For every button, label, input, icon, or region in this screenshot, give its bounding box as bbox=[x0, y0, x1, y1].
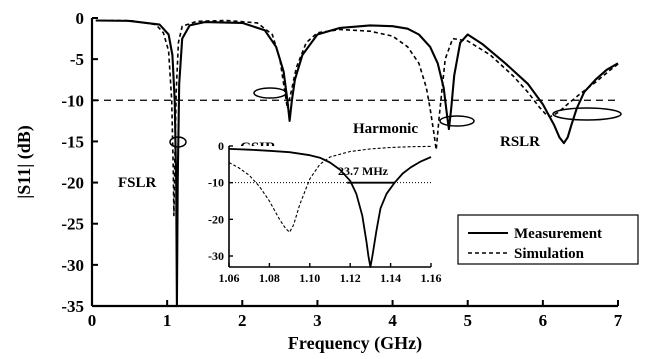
series-line-measurement bbox=[95, 19, 619, 308]
annotation-group: FSLR CSIR Harmonic RSLR bbox=[118, 87, 622, 191]
y-axis-title-group: |S11| (dB) bbox=[14, 125, 35, 198]
inset-bandwidth-label: 23.7 MHz bbox=[338, 164, 389, 178]
inset-x-tick-label: 1.14 bbox=[380, 271, 401, 285]
legend-box bbox=[457, 214, 639, 265]
main-plot-frame bbox=[90, 18, 618, 308]
x-tick-label: 6 bbox=[539, 311, 548, 330]
inset-y-tick-label: -20 bbox=[208, 212, 224, 226]
x-tick-label: 0 bbox=[88, 311, 97, 330]
x-tick-label: 3 bbox=[313, 311, 322, 330]
inset-x-tick-label: 1.16 bbox=[421, 271, 442, 285]
y-tick-label: -20 bbox=[61, 174, 84, 193]
series-line-simulation bbox=[95, 19, 619, 217]
main-ticks: 0 1 2 3 4 5 6 7 0 -5 -10 -15 -20 -25 -30 -35 bbox=[61, 9, 622, 330]
inset-x-tick-label: 1.06 bbox=[219, 271, 240, 285]
inset-x-tick-label: 1.10 bbox=[299, 271, 320, 285]
inset-ticks: 1.06 1.08 1.10 1.12 1.14 1.16 0 -10 -20 -30 bbox=[208, 139, 442, 285]
inset-y-tick-label: -10 bbox=[208, 176, 224, 190]
inset-y-tick-label: 0 bbox=[218, 139, 224, 153]
y-tick-label: -25 bbox=[61, 215, 84, 234]
y-tick-label: -5 bbox=[70, 50, 84, 69]
annotation-fslr: FSLR bbox=[118, 175, 157, 191]
x-tick-label: 7 bbox=[614, 311, 623, 330]
inset-x-tick-label: 1.12 bbox=[340, 271, 361, 285]
x-tick-label: 5 bbox=[463, 311, 472, 330]
x-tick-label: 4 bbox=[388, 311, 397, 330]
inset-series-group bbox=[228, 145, 432, 268]
inset-x-tick-label: 1.08 bbox=[259, 271, 280, 285]
y-tick-label: -15 bbox=[61, 132, 84, 151]
legend: Measurement Simulation bbox=[457, 214, 639, 265]
csir-marker-ellipse bbox=[253, 87, 287, 99]
annotation-harmonic: Harmonic bbox=[353, 121, 418, 137]
inset-series-line-measurement bbox=[228, 148, 432, 268]
x-tick-label: 1 bbox=[163, 311, 172, 330]
x-axis-title: Frequency (GHz) bbox=[288, 333, 422, 354]
inset-series-line-simulation bbox=[228, 145, 432, 233]
fslr-marker-ellipse bbox=[169, 136, 187, 148]
y-tick-label: -30 bbox=[61, 256, 84, 275]
x-tick-label: 2 bbox=[238, 311, 247, 330]
y-tick-label: -10 bbox=[61, 91, 84, 110]
y-tick-label: 0 bbox=[76, 9, 85, 28]
main-series-group bbox=[95, 19, 619, 308]
inset-plot: 1.06 1.08 1.10 1.12 1.14 1.16 0 -10 -20 -30 23.7 … bbox=[208, 139, 442, 285]
rslr-marker-ellipse bbox=[552, 107, 622, 121]
harmonic-marker-ellipse bbox=[439, 115, 475, 127]
inset-background bbox=[229, 146, 431, 267]
annotation-rslr: RSLR bbox=[500, 134, 540, 150]
y-axis-title: |S11| (dB) bbox=[14, 125, 35, 198]
y-tick-label: -35 bbox=[61, 297, 84, 316]
legend-label-simulation: Simulation bbox=[514, 246, 585, 262]
inset-y-tick-label: -30 bbox=[208, 249, 224, 263]
legend-label-measurement: Measurement bbox=[514, 226, 602, 242]
